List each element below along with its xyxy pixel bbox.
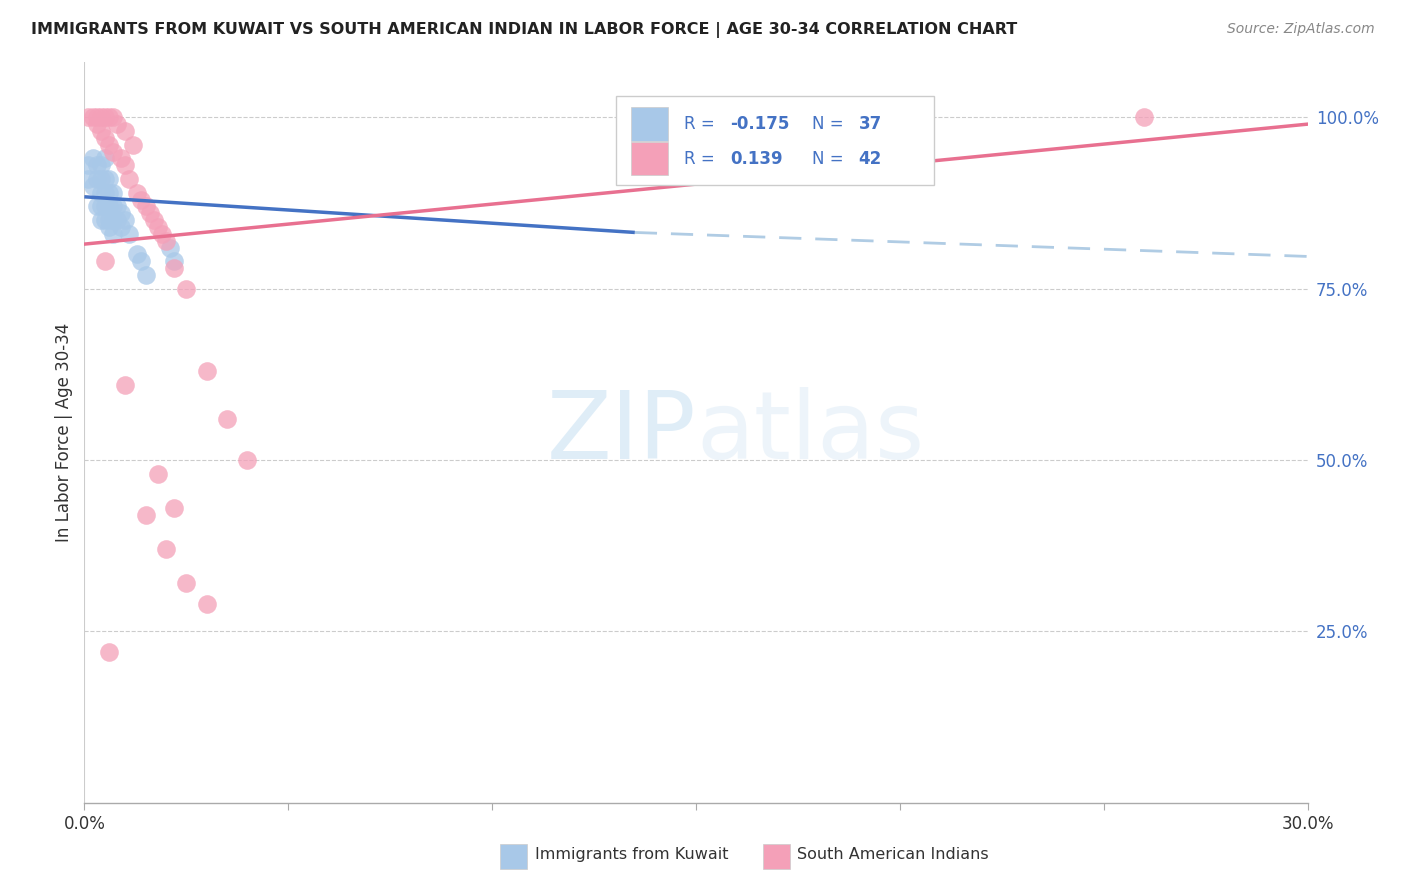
Point <box>110 152 132 166</box>
Point <box>135 508 157 522</box>
Point <box>105 117 128 131</box>
Point <box>77 110 100 124</box>
Point <box>82 152 104 166</box>
Point <box>77 158 100 172</box>
Text: IMMIGRANTS FROM KUWAIT VS SOUTH AMERICAN INDIAN IN LABOR FORCE | AGE 30-34 CORRE: IMMIGRANTS FROM KUWAIT VS SOUTH AMERICAN… <box>31 22 1017 38</box>
Point <box>97 645 120 659</box>
Point <box>105 213 128 227</box>
Point <box>101 199 124 213</box>
Point <box>155 542 177 557</box>
Bar <box>501 844 527 870</box>
Point <box>146 467 169 481</box>
Point <box>90 158 112 172</box>
Point <box>101 186 124 200</box>
Point <box>93 152 115 166</box>
Bar <box>631 107 668 141</box>
Point <box>93 131 115 145</box>
Point <box>195 364 218 378</box>
Point <box>90 186 112 200</box>
Point <box>118 172 141 186</box>
Text: R =: R = <box>683 150 720 168</box>
Point <box>90 124 112 138</box>
Point <box>142 213 165 227</box>
Point <box>90 213 112 227</box>
Y-axis label: In Labor Force | Age 30-34: In Labor Force | Age 30-34 <box>55 323 73 542</box>
Point <box>101 227 124 241</box>
Point <box>93 199 115 213</box>
Point <box>90 199 112 213</box>
Point <box>93 213 115 227</box>
Point <box>110 206 132 220</box>
Point <box>146 219 169 234</box>
Point <box>93 254 115 268</box>
Point <box>101 145 124 159</box>
Text: 37: 37 <box>859 115 882 133</box>
Text: R =: R = <box>683 115 720 133</box>
Point <box>163 261 186 276</box>
Point <box>110 219 132 234</box>
Point <box>1133 110 1156 124</box>
Point <box>90 110 112 124</box>
Text: 0.139: 0.139 <box>730 150 783 168</box>
Point <box>90 172 112 186</box>
Point <box>114 377 136 392</box>
Point <box>101 213 124 227</box>
Bar <box>763 844 790 870</box>
Point <box>82 110 104 124</box>
Point <box>131 254 153 268</box>
Point <box>163 254 186 268</box>
Point <box>135 199 157 213</box>
Point <box>236 453 259 467</box>
Point <box>174 576 197 591</box>
Point <box>86 172 108 186</box>
Point <box>93 110 115 124</box>
Bar <box>631 142 668 176</box>
Point <box>86 158 108 172</box>
Point <box>101 110 124 124</box>
Point <box>159 240 181 255</box>
Text: N =: N = <box>813 115 849 133</box>
Text: Immigrants from Kuwait: Immigrants from Kuwait <box>534 847 728 863</box>
Text: Source: ZipAtlas.com: Source: ZipAtlas.com <box>1227 22 1375 37</box>
Point <box>93 186 115 200</box>
Point <box>135 268 157 282</box>
Point <box>174 282 197 296</box>
Point <box>131 193 153 207</box>
Point <box>127 247 149 261</box>
Point <box>97 219 120 234</box>
Point <box>163 501 186 516</box>
Point <box>155 234 177 248</box>
Point <box>114 158 136 172</box>
Text: ZIP: ZIP <box>547 386 696 479</box>
Point <box>97 172 120 186</box>
Text: 42: 42 <box>859 150 882 168</box>
Point <box>97 199 120 213</box>
Point <box>86 117 108 131</box>
Text: N =: N = <box>813 150 849 168</box>
Point <box>114 124 136 138</box>
Point <box>105 199 128 213</box>
Text: South American Indians: South American Indians <box>797 847 990 863</box>
Point <box>77 172 100 186</box>
FancyBboxPatch shape <box>616 95 935 185</box>
Point <box>889 131 911 145</box>
Point <box>118 227 141 241</box>
Point <box>93 172 115 186</box>
Point <box>86 199 108 213</box>
Point <box>114 213 136 227</box>
Point <box>150 227 173 241</box>
Point <box>217 412 239 426</box>
Point <box>97 213 120 227</box>
Point <box>97 186 120 200</box>
Point <box>86 110 108 124</box>
Point <box>82 178 104 193</box>
Point <box>97 137 120 152</box>
Point <box>138 206 160 220</box>
Point <box>195 597 218 611</box>
Text: atlas: atlas <box>696 386 924 479</box>
Point <box>97 110 120 124</box>
Point <box>127 186 149 200</box>
Point <box>122 137 145 152</box>
Text: -0.175: -0.175 <box>730 115 790 133</box>
